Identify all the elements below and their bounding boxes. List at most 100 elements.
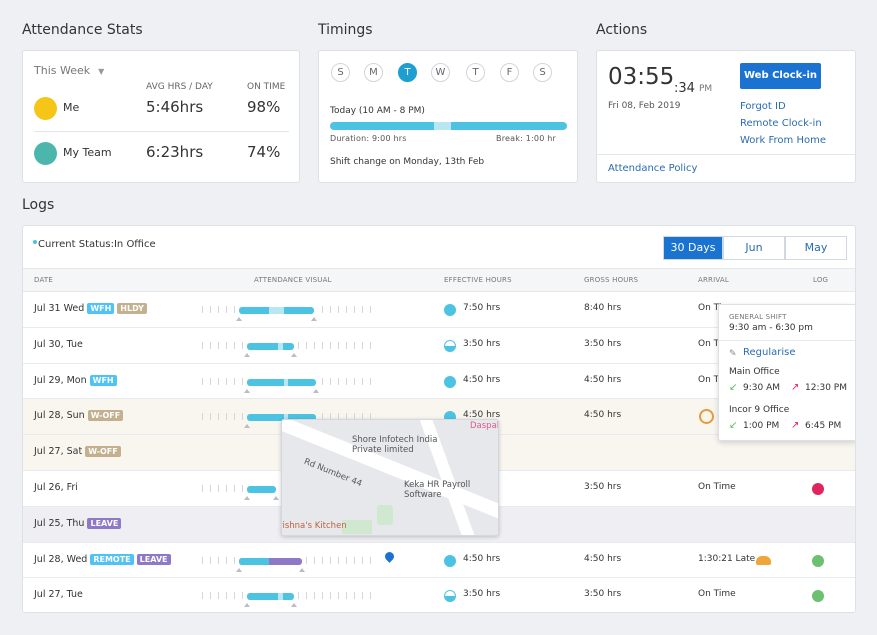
shift-popup: GENERAL SHIFT9:30 am - 6:30 pm✎Regularis… [718,304,856,441]
visual-tick [234,378,235,385]
day[interactable]: M [364,63,383,82]
policy-link[interactable]: Attendance Policy [608,163,697,174]
log-icon[interactable] [812,555,824,567]
day[interactable]: T [466,63,485,82]
visual-marker [273,496,279,500]
visual-tick [370,342,371,349]
badge: HLDY [117,303,147,314]
visual-tick [370,378,371,385]
out-arrow: ↗ [791,382,799,393]
gross-hours: 3:50 hrs [584,482,621,492]
column-header: EFFECTIVE HOURS [444,276,512,284]
visual-marker [236,317,242,321]
visual-tick [210,413,211,420]
regularise-link[interactable]: Regularise [743,347,796,358]
visual-tick [346,557,347,564]
table-header [23,268,856,292]
shift-label: GENERAL SHIFT [729,313,787,321]
visual-tick [234,413,235,420]
divider [597,154,855,155]
badge: LEAVE [137,554,171,565]
visual-tick [218,485,219,492]
visual-tick [362,342,363,349]
visual-break [284,379,288,386]
badge: WFH [87,303,114,314]
visual-tick [210,592,211,599]
visual-tick [226,342,227,349]
visual-tick [226,306,227,313]
period-tab[interactable]: Jun [723,236,785,260]
divider [719,340,856,341]
day[interactable]: F [500,63,519,82]
effective-hours: 3:50 hrs [463,339,500,349]
section-title: Actions [596,22,647,38]
period-tab[interactable]: May [785,236,847,260]
out-arrow: ↗ [791,420,799,431]
visual-tick [226,592,227,599]
visual-tick [210,378,211,385]
clock-ampm: PM [699,84,712,94]
column-header: DATE [34,276,53,284]
visual-tick [370,592,371,599]
date: Jul 31 Wed [34,303,84,314]
timings-card: Today (10 AM - 8 PM) Duration: 9:00 hrs … [318,50,578,183]
visual-tick [242,592,243,599]
visual-tick [202,378,203,385]
arrival: On Time [698,482,736,492]
badge: WFH [90,375,117,386]
logs-card: Current Status:In Office 30 DaysJunMayDA… [22,225,856,613]
action-link[interactable]: Forgot ID [740,101,786,112]
column-header: ON TIME [247,82,285,92]
day[interactable]: T [398,63,417,82]
column-header: ARRIVAL [698,276,729,284]
visual-tick [234,485,235,492]
on-time: 74% [247,143,280,161]
visual-tick [202,306,203,313]
date: Jul 26, Fri [34,482,78,493]
visual-tick [338,342,339,349]
visual-tick [314,342,315,349]
visual-bar [247,343,294,350]
divider [34,131,289,132]
visual-tick [202,557,203,564]
period-select[interactable]: This Week▼ [34,64,104,77]
shift-hours: 9:30 am - 6:30 pm [729,323,813,333]
avg-hours: 5:46hrs [146,98,203,116]
visual-marker [244,496,250,500]
action-link[interactable]: Work From Home [740,135,826,146]
gross-hours: 8:40 hrs [584,303,621,313]
visual-tick [210,342,211,349]
visual-tick [322,557,323,564]
visual-tick [362,306,363,313]
date: Jul 29, Mon [34,375,87,386]
office-name: Main Office [729,367,780,377]
date: Jul 30, Tue [34,339,83,350]
visual-bar [247,593,294,600]
visual-tick [322,342,323,349]
map-place: Daspal [470,421,499,431]
visual-bar [247,486,276,493]
visual-tick [354,342,355,349]
gross-hours: 3:50 hrs [584,589,621,599]
visual-tick [218,413,219,420]
visual-tick [242,485,243,492]
period-tab[interactable]: 30 Days [663,236,723,260]
row-name: Me [63,101,79,114]
visual-marker [291,603,297,607]
visual-tick [338,592,339,599]
log-icon[interactable] [812,483,824,495]
date-cell: Jul 27, SatW-OFF [34,446,121,457]
map-block [377,505,393,525]
visual-marker [291,353,297,357]
visual-marker [236,568,242,572]
visual-tick [210,485,211,492]
day[interactable]: S [533,63,552,82]
visual-tick [370,557,371,564]
visual-tick [242,378,243,385]
day[interactable]: W [431,63,450,82]
web-clock-in-button[interactable]: Web Clock-in [740,63,821,89]
visual-tick [338,306,339,313]
action-link[interactable]: Remote Clock-in [740,118,822,129]
day[interactable]: S [331,63,350,82]
visual-marker [244,353,250,357]
